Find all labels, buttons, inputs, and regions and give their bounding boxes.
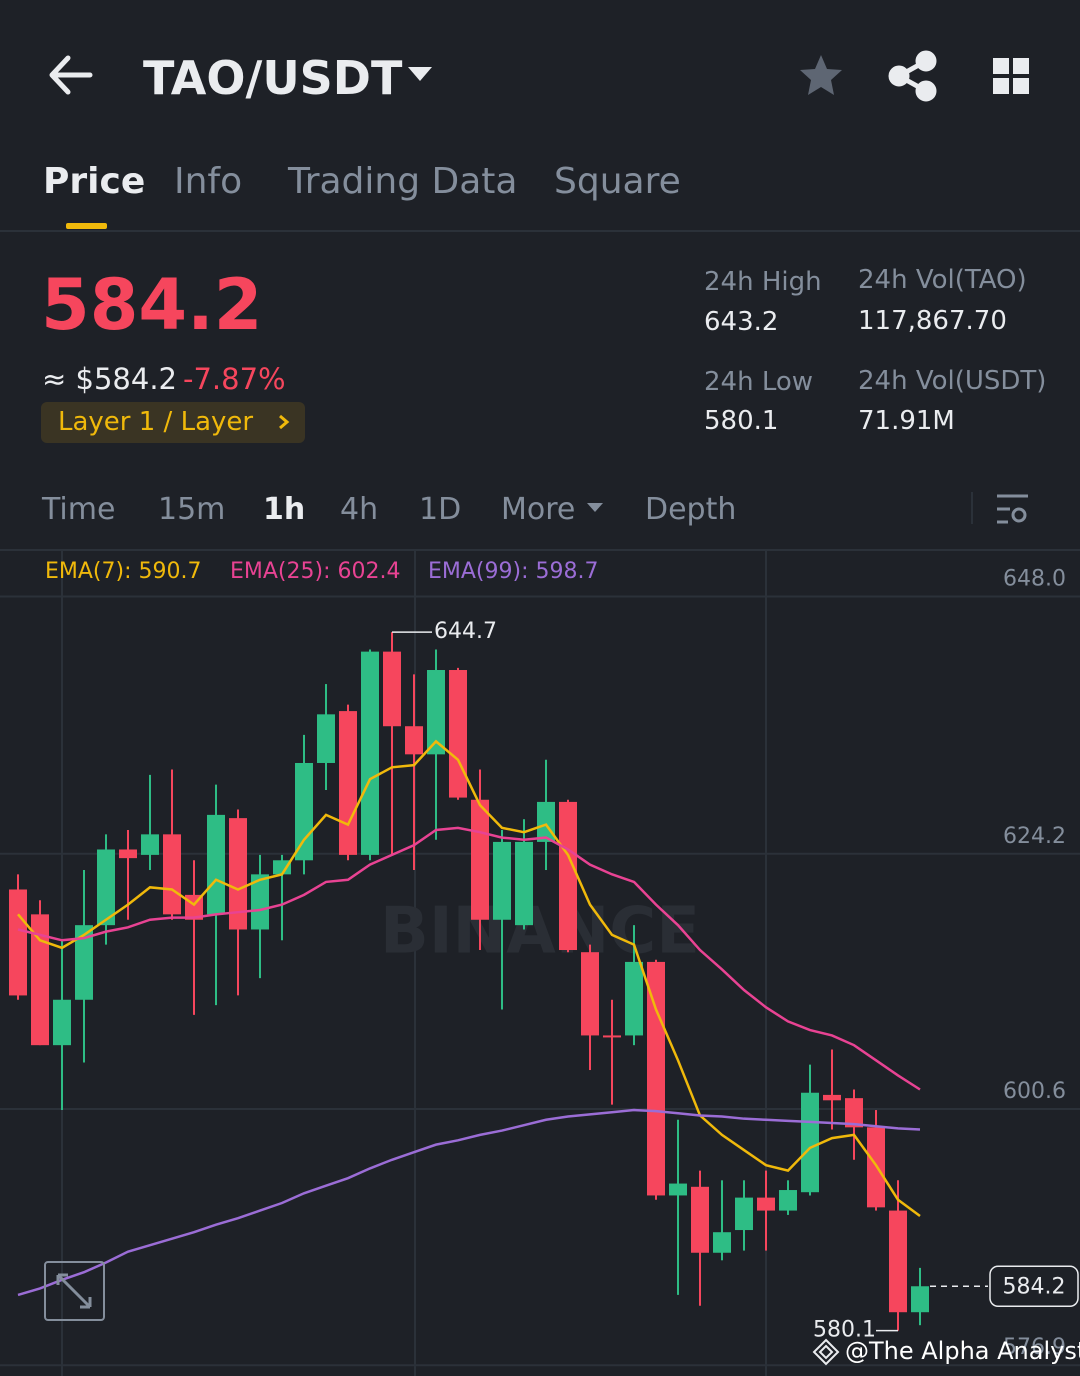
interval[interactable]: 1D xyxy=(419,492,462,527)
symbol[interactable]: TAO/USDT xyxy=(143,51,403,105)
candle-body xyxy=(251,874,269,930)
stat-label: 24h Vol(USDT) xyxy=(858,366,1047,396)
tab[interactable]: Trading Data xyxy=(288,161,518,202)
active-tab-underline xyxy=(66,223,107,229)
candle-body xyxy=(559,801,577,951)
stat-label: 24h High xyxy=(704,267,822,297)
y-tick-label: 624.2 xyxy=(1003,824,1066,849)
candle-body xyxy=(97,849,115,926)
candle-body xyxy=(911,1286,929,1313)
legend-entry: EMA(7): 590.7 xyxy=(45,559,201,584)
candle-body xyxy=(207,814,225,915)
candle-body xyxy=(779,1190,797,1211)
legend-entry: EMA(99): 598.7 xyxy=(428,559,598,584)
stat-label: 24h Low xyxy=(704,367,814,397)
candle-body xyxy=(581,952,599,1036)
candle-body xyxy=(229,818,247,930)
last-price: 584.2 xyxy=(41,264,263,346)
candle-body xyxy=(471,799,489,920)
stat-value: 643.2 xyxy=(704,307,779,337)
candle-body xyxy=(713,1232,731,1253)
interval[interactable]: More xyxy=(501,492,576,527)
stat-value: 117,867.70 xyxy=(858,306,1007,336)
low-label: 580.1 xyxy=(813,1318,876,1343)
interval[interactable]: Time xyxy=(42,492,116,527)
y-tick-label: 576.9 xyxy=(1003,1335,1066,1360)
last-price-box xyxy=(989,1265,1079,1308)
candle-body xyxy=(691,1186,709,1253)
watermark-logo xyxy=(812,1338,840,1366)
candle-body xyxy=(119,849,137,859)
y-tick-label: 600.6 xyxy=(1003,1079,1066,1104)
symbol-dropdown[interactable] xyxy=(408,67,432,81)
candle-body xyxy=(823,1094,841,1101)
share-button[interactable] xyxy=(888,50,937,102)
candle-body xyxy=(9,889,27,996)
chart-settings[interactable] xyxy=(997,494,1028,524)
candle-body xyxy=(449,670,467,798)
candle-body xyxy=(889,1210,907,1313)
candle-body xyxy=(339,711,357,855)
ema-line xyxy=(17,826,921,1091)
chevron xyxy=(279,414,290,430)
sector-tag[interactable]: Layer 1 / Layer xyxy=(58,407,254,437)
candle-body xyxy=(669,1183,687,1196)
price-change: -7.87% xyxy=(183,362,286,396)
watermark: @The Alpha Analyst xyxy=(845,1337,1080,1365)
ema-line xyxy=(17,739,921,1217)
stat-value: 71.91M xyxy=(858,406,955,436)
stat-label: 24h Vol(TAO) xyxy=(858,265,1027,295)
candle-body xyxy=(603,1035,621,1038)
back-button[interactable] xyxy=(49,55,93,95)
candle-body xyxy=(75,925,93,1000)
interval[interactable]: 4h xyxy=(340,492,379,527)
candle-body xyxy=(141,834,159,855)
candle-body xyxy=(383,651,401,727)
candle-body xyxy=(493,841,511,920)
high-label: 644.7 xyxy=(434,619,497,644)
candle-body xyxy=(53,999,71,1046)
grid-menu[interactable] xyxy=(993,58,1029,94)
interval[interactable]: 15m xyxy=(158,492,226,527)
candle-body xyxy=(163,834,181,915)
candle-body xyxy=(757,1197,775,1211)
ema-line xyxy=(17,1108,921,1297)
stat-value: 580.1 xyxy=(704,406,779,436)
candle-body xyxy=(405,726,423,755)
candle-body xyxy=(515,841,533,926)
legend-entry: EMA(25): 602.4 xyxy=(230,559,400,584)
candle-body xyxy=(31,914,49,1046)
y-tick-label: 648.0 xyxy=(1003,566,1066,591)
interval[interactable]: 1h xyxy=(263,492,306,527)
chart-watermark: BINANCE xyxy=(380,895,700,969)
sector-tag-bg[interactable] xyxy=(41,402,305,443)
candle-body xyxy=(361,651,379,855)
favorite-star[interactable] xyxy=(800,55,842,95)
candle-body xyxy=(427,670,445,755)
candle-body xyxy=(317,714,335,763)
candle-body xyxy=(845,1098,863,1128)
candle-body xyxy=(735,1197,753,1231)
last-price-label: 584.2 xyxy=(1003,1274,1066,1299)
tab[interactable]: Info xyxy=(174,161,243,202)
candle-body xyxy=(625,961,643,1036)
candle-body xyxy=(273,860,291,875)
expand-button[interactable] xyxy=(44,1261,105,1321)
fiat-price: ≈ $584.2 xyxy=(42,362,177,396)
interval[interactable]: Depth xyxy=(645,492,737,527)
candle-body xyxy=(801,1092,819,1193)
tab[interactable]: Price xyxy=(43,161,146,202)
tab[interactable]: Square xyxy=(554,161,681,202)
more-dropdown[interactable] xyxy=(587,503,603,512)
